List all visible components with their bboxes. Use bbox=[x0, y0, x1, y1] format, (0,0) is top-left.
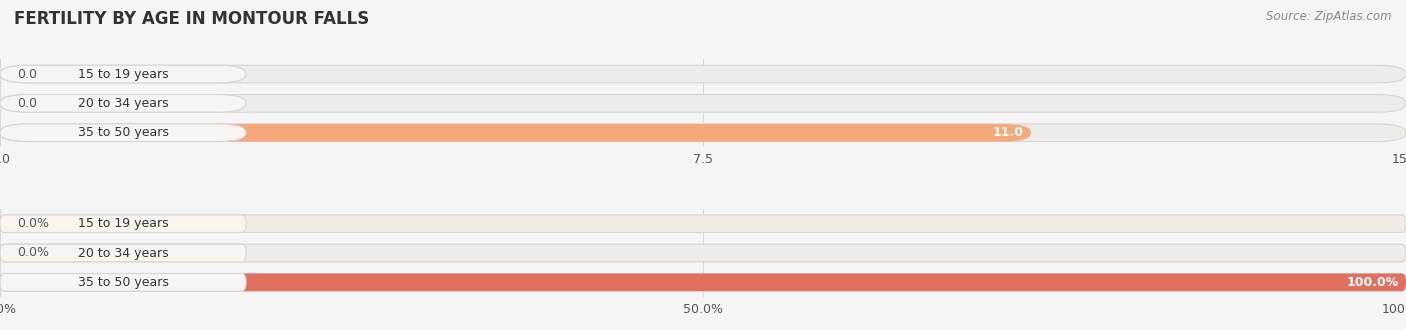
FancyBboxPatch shape bbox=[0, 244, 1406, 262]
FancyBboxPatch shape bbox=[0, 95, 246, 112]
Text: 35 to 50 years: 35 to 50 years bbox=[77, 276, 169, 289]
Text: 0.0%: 0.0% bbox=[17, 217, 49, 230]
Text: 35 to 50 years: 35 to 50 years bbox=[77, 126, 169, 139]
FancyBboxPatch shape bbox=[0, 65, 1406, 83]
FancyBboxPatch shape bbox=[0, 124, 1406, 142]
FancyBboxPatch shape bbox=[0, 244, 246, 262]
Text: FERTILITY BY AGE IN MONTOUR FALLS: FERTILITY BY AGE IN MONTOUR FALLS bbox=[14, 10, 370, 28]
Text: 15 to 19 years: 15 to 19 years bbox=[77, 217, 169, 230]
Text: 0.0: 0.0 bbox=[17, 68, 37, 81]
Text: 15 to 19 years: 15 to 19 years bbox=[77, 68, 169, 81]
FancyBboxPatch shape bbox=[0, 65, 246, 83]
Text: 100.0%: 100.0% bbox=[1347, 276, 1399, 289]
Text: 0.0: 0.0 bbox=[17, 97, 37, 110]
FancyBboxPatch shape bbox=[0, 124, 246, 142]
Text: 11.0: 11.0 bbox=[993, 126, 1024, 139]
FancyBboxPatch shape bbox=[0, 274, 1406, 291]
Text: 20 to 34 years: 20 to 34 years bbox=[77, 97, 169, 110]
FancyBboxPatch shape bbox=[0, 95, 1406, 112]
FancyBboxPatch shape bbox=[0, 215, 246, 232]
FancyBboxPatch shape bbox=[0, 124, 1031, 142]
Text: 0.0%: 0.0% bbox=[17, 247, 49, 259]
FancyBboxPatch shape bbox=[0, 274, 246, 291]
Text: 20 to 34 years: 20 to 34 years bbox=[77, 247, 169, 259]
FancyBboxPatch shape bbox=[0, 274, 1406, 291]
FancyBboxPatch shape bbox=[0, 215, 1406, 232]
Text: Source: ZipAtlas.com: Source: ZipAtlas.com bbox=[1267, 10, 1392, 23]
